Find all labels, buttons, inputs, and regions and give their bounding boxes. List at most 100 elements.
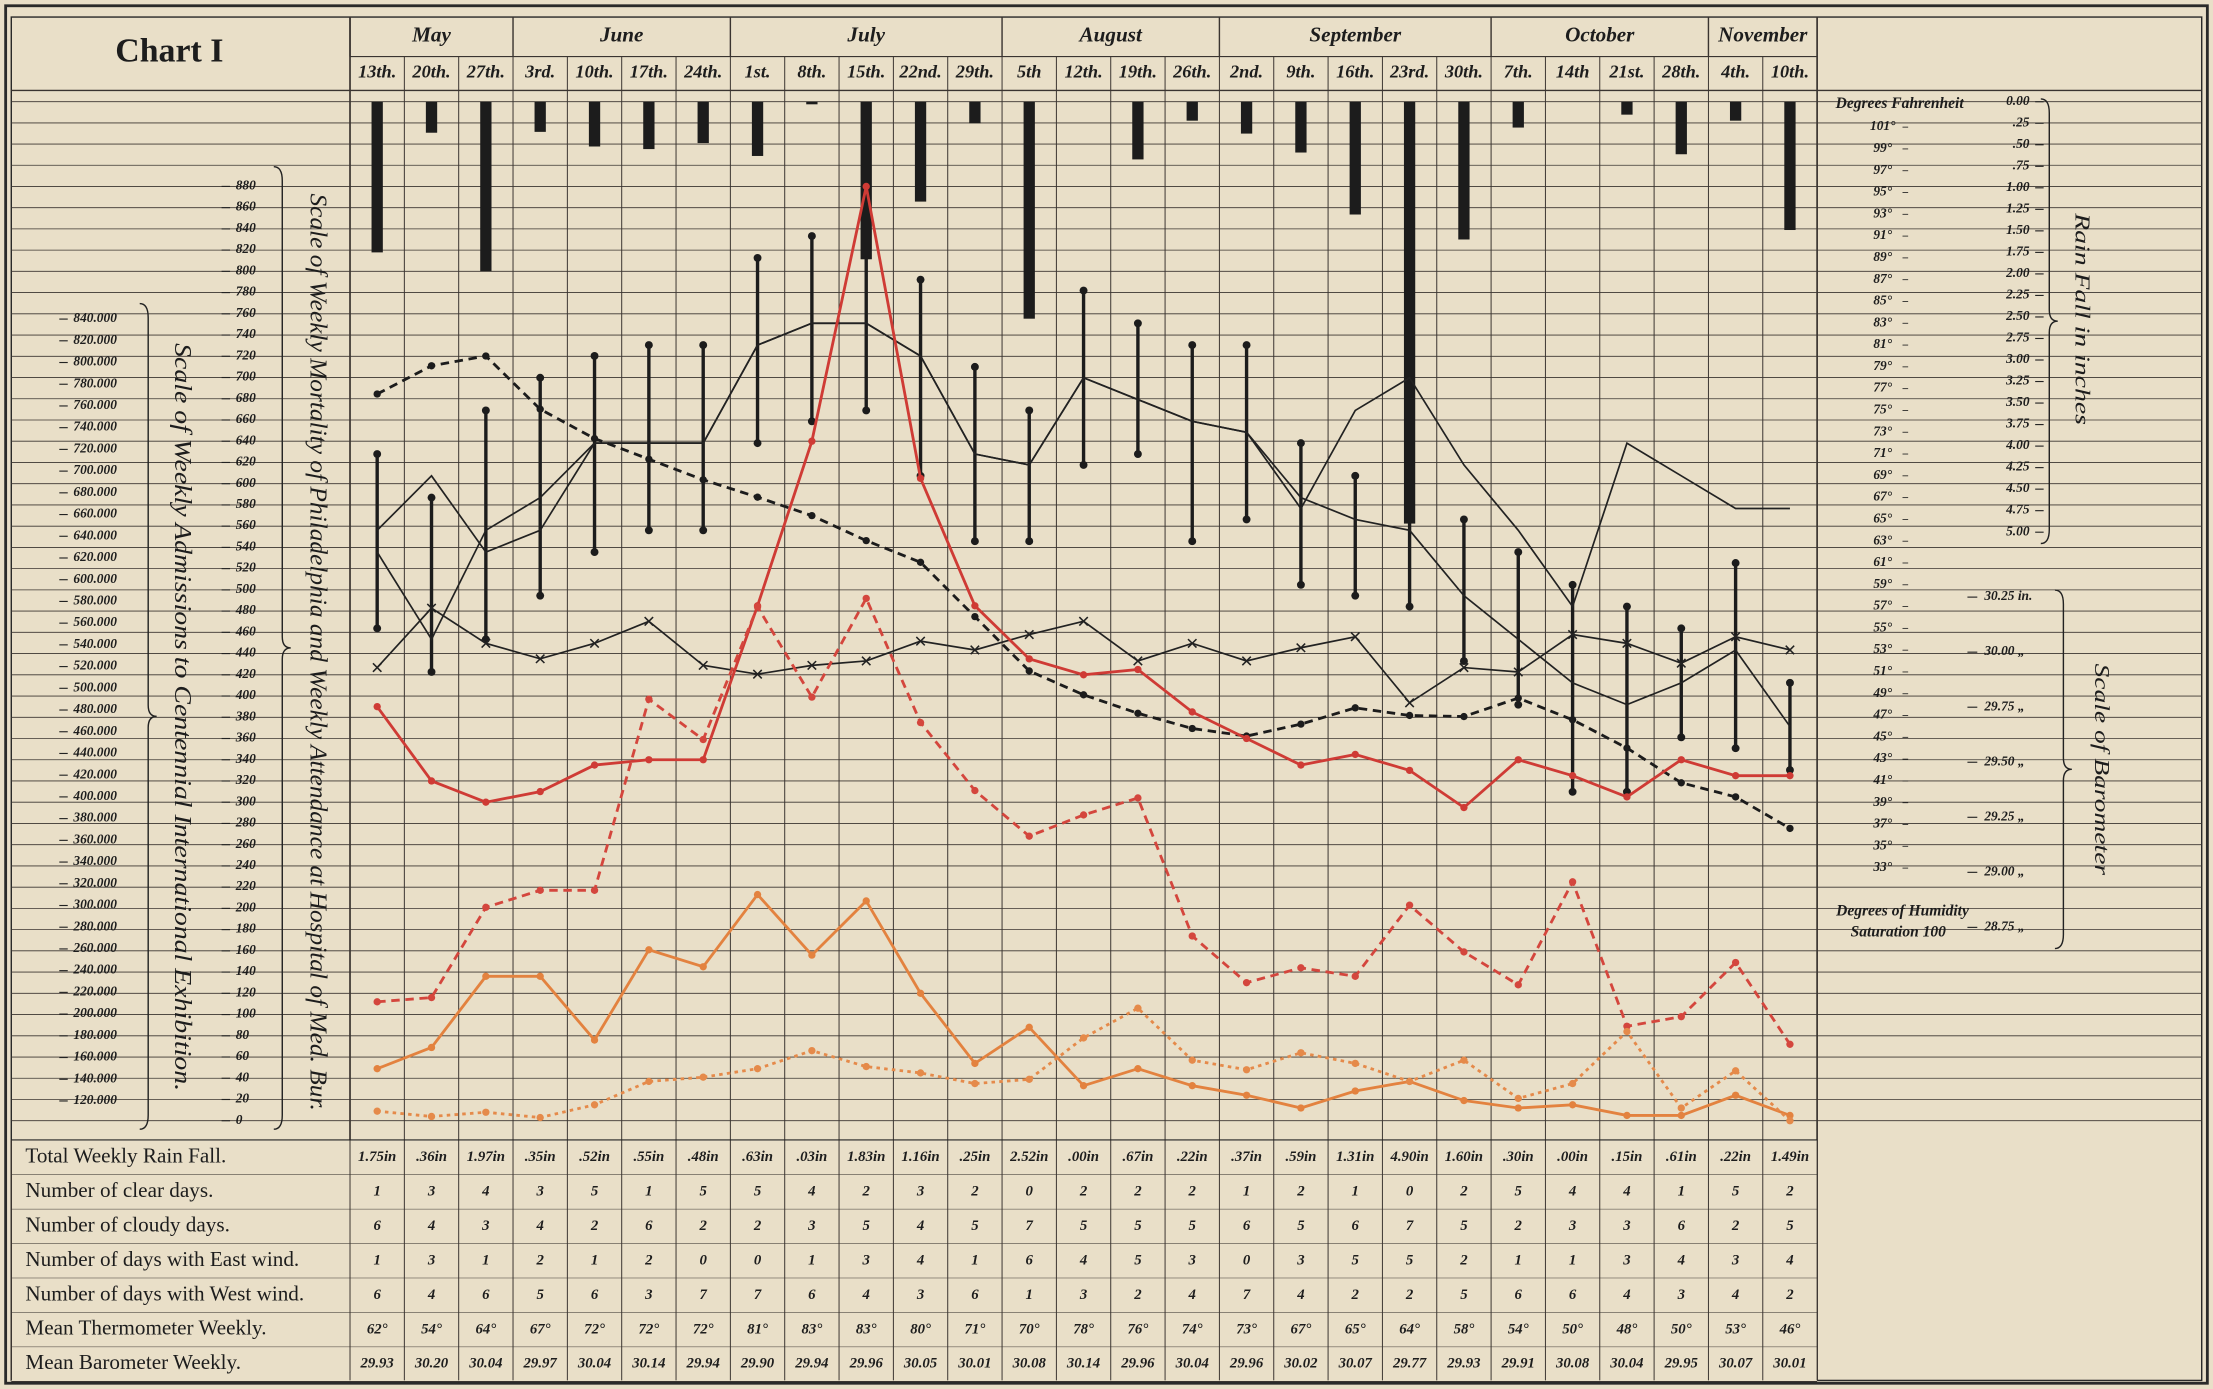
- point: [862, 536, 870, 545]
- point: [1676, 658, 1687, 668]
- month-label: November: [1717, 23, 1808, 47]
- point: [482, 798, 490, 806]
- month-label: September: [1309, 23, 1401, 47]
- y-tick-label: 280.000: [72, 918, 117, 933]
- x-tick-label: 21st.: [1608, 62, 1644, 82]
- x-tick-label: 26th.: [1172, 62, 1211, 82]
- point: [1078, 616, 1089, 627]
- point: [1351, 704, 1359, 712]
- y-tick-label: 87°: [1873, 271, 1892, 286]
- table-cell: 2: [1459, 1184, 1468, 1200]
- y-tick-label: 380: [235, 708, 256, 723]
- y-tick-label: 91°: [1873, 227, 1892, 242]
- table-cell: 2: [1785, 1184, 1794, 1200]
- y-tick-label: 160: [236, 942, 256, 957]
- point: [536, 972, 544, 981]
- y-tick-label: 33°: [1872, 859, 1892, 874]
- brace: [273, 165, 291, 1130]
- point: [373, 1107, 381, 1115]
- point: [1730, 631, 1741, 642]
- table-cell: .22in: [1720, 1149, 1751, 1165]
- point: [970, 645, 980, 655]
- y-tick-label: 740: [236, 326, 256, 341]
- y-tick-label: 47°: [1872, 707, 1892, 722]
- point: [1405, 901, 1414, 909]
- point: [536, 1113, 544, 1122]
- table-cell: 6: [645, 1218, 653, 1234]
- point: [1514, 981, 1522, 989]
- point: [1459, 662, 1469, 673]
- table-cell: 64°: [475, 1321, 496, 1337]
- y-tick-label: 180.000: [73, 1027, 117, 1042]
- y-tick-label: 3.25: [2005, 373, 2030, 388]
- table-cell: 30.14: [631, 1356, 665, 1372]
- table-cell: 30.04: [468, 1356, 502, 1372]
- row-label: Number of days with East wind.: [25, 1247, 299, 1271]
- point: [1786, 824, 1794, 833]
- y-tick-label: 120.000: [73, 1092, 117, 1107]
- y-tick-label: 340: [235, 751, 256, 766]
- point: [1242, 734, 1251, 743]
- y-tick-label: 340.000: [72, 853, 117, 868]
- y-tick-label: 1.00: [2006, 179, 2030, 194]
- range-high: [644, 341, 653, 350]
- table-cell: 29.95: [1664, 1356, 1699, 1372]
- row-label: Mean Thermometer Weekly.: [25, 1316, 266, 1340]
- point: [699, 1073, 707, 1081]
- y-tick-label: 680.000: [73, 484, 117, 499]
- range-high: [807, 232, 816, 241]
- point: [753, 493, 762, 501]
- y-tick-label: 2.50: [2005, 308, 2030, 323]
- point: [482, 352, 490, 360]
- y-tick-label: 0: [236, 1112, 243, 1127]
- point: [1187, 638, 1198, 649]
- y-tick-label: 57°: [1873, 598, 1892, 613]
- table-row-bg: [11, 1278, 1818, 1313]
- table-cell: 29.96: [849, 1356, 884, 1372]
- range-high: [1242, 341, 1251, 350]
- table-cell: 54°: [421, 1321, 442, 1337]
- table-cell: 81°: [747, 1321, 768, 1337]
- month-label: August: [1078, 23, 1143, 47]
- range-low: [427, 668, 436, 676]
- y-tick-label: 83°: [1873, 314, 1892, 329]
- x-tick-label: 22nd.: [898, 62, 941, 82]
- table-cell: 5: [591, 1184, 599, 1200]
- y-tick-label: 480.000: [72, 701, 117, 716]
- y-tick-label: 720: [236, 347, 256, 362]
- y-tick-label: 400: [235, 687, 256, 702]
- table-cell: 4: [535, 1218, 543, 1234]
- table-cell: .37in: [1231, 1149, 1262, 1165]
- point: [1350, 631, 1361, 642]
- point: [1677, 756, 1685, 764]
- y-tick-label: 40: [235, 1069, 250, 1084]
- point: [916, 558, 925, 567]
- point: [1731, 1091, 1740, 1099]
- humidity-caption: Saturation 100: [1851, 924, 1947, 941]
- y-tick-label: 100: [236, 1006, 256, 1021]
- rain-bar: [1023, 101, 1035, 319]
- point: [971, 602, 979, 610]
- point: [1351, 1059, 1359, 1068]
- table-cell: 83°: [856, 1321, 877, 1337]
- range-low: [699, 526, 708, 535]
- x-tick-label: 2nd.: [1229, 62, 1263, 82]
- table-cell: 5: [1297, 1218, 1305, 1234]
- table-cell: 5: [1352, 1252, 1360, 1268]
- point: [1134, 1004, 1142, 1012]
- y-tick-label: 840.000: [73, 310, 117, 325]
- y-tick-label: 660: [236, 411, 256, 426]
- table-cell: 2: [1785, 1287, 1794, 1303]
- point: [808, 1046, 816, 1055]
- table-cell: 2: [1459, 1252, 1468, 1268]
- y-tick-label: 80: [236, 1027, 250, 1042]
- table-cell: 5: [754, 1184, 762, 1200]
- point: [1404, 698, 1415, 708]
- table-cell: .35in: [525, 1149, 556, 1165]
- y-tick-label: 43°: [1872, 750, 1892, 765]
- point: [1188, 708, 1196, 716]
- point: [698, 660, 708, 671]
- point: [1568, 1079, 1577, 1088]
- point: [1568, 771, 1577, 780]
- rain-bar: [425, 101, 438, 133]
